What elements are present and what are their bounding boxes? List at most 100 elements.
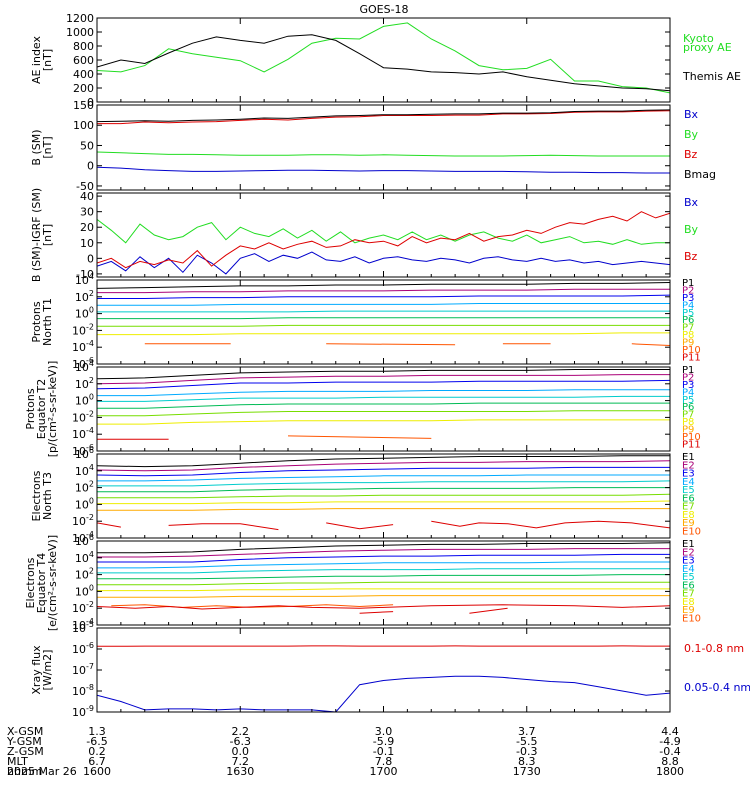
pe-segment-1: [287, 435, 432, 439]
bsm-ylabel: [nT]: [41, 136, 54, 158]
pe-ytick-label: 102: [75, 376, 94, 391]
bigrf-ytick-label: -10: [76, 268, 94, 281]
legend-bx: Bx: [684, 108, 699, 121]
ephem-value: 7.2: [232, 755, 250, 768]
legend-e5: E5: [682, 572, 695, 583]
en-segment-3: [431, 520, 670, 529]
bigrf-ylabel: [nT]: [41, 224, 54, 246]
pe-ytick-label: 100: [75, 393, 94, 408]
bsm-legend: Bx By Bz Bmag: [684, 108, 716, 181]
en-series-e9: [97, 508, 670, 511]
ee-ytick-label: 10-2: [72, 600, 94, 615]
legend-e9: E9: [682, 518, 695, 529]
legend-p4: P4: [682, 300, 694, 311]
en-ytick-label: 100: [75, 496, 94, 511]
legend-e3: E3: [682, 469, 695, 480]
legend-e1: E1: [682, 539, 695, 550]
legend-p5: P5: [682, 395, 694, 406]
ee-ytick-label: 106: [75, 533, 94, 548]
pn-series-p4: [97, 303, 670, 306]
legend-p10: P10: [682, 345, 701, 356]
legend-bx: Bx: [684, 196, 699, 209]
legend-p1: P1: [682, 365, 694, 376]
ee-series-e7: [97, 581, 670, 586]
ee-segment-1: [97, 604, 670, 610]
pn-series-p8: [97, 332, 670, 336]
legend-e10: E10: [682, 613, 701, 624]
bsm-series-bz: [97, 110, 670, 125]
chart-title: GOES-18: [359, 3, 408, 16]
ephem-value: 1600: [83, 765, 111, 778]
en-segment-2: [326, 522, 394, 530]
ee-segment-2: [359, 611, 394, 614]
ee-ylabel: Equator T4: [35, 553, 48, 613]
ephem-value: 3.7: [518, 725, 536, 738]
ae-frame: [96, 17, 671, 103]
pe-ytick-label: 104: [75, 359, 94, 374]
pe-ylabel: [p/(cm²-s-sr-keV)]: [46, 361, 59, 458]
legend-p1: P1: [682, 278, 694, 289]
ephem-value: -0.1: [373, 745, 394, 758]
legend-bmag: Bmag: [684, 168, 716, 181]
ephem-value: 6.7: [88, 755, 106, 768]
ephem-value: 1700: [370, 765, 398, 778]
legend-by: By: [684, 223, 699, 236]
pe-series-p8: [97, 419, 670, 425]
pe-ytick-label: 10-2: [72, 409, 94, 424]
legend-e1: E1: [682, 452, 695, 463]
ephem-value: -5.9: [373, 735, 394, 748]
pn-segment-1: [326, 343, 456, 346]
pn-ytick-label: 10-4: [72, 339, 94, 354]
legend-e2: E2: [682, 547, 695, 558]
bsm-ylabel: B (SM): [30, 129, 43, 165]
legend-p2: P2: [682, 372, 694, 383]
ephem-value: 1630: [226, 765, 254, 778]
legend-e9: E9: [682, 605, 695, 616]
ee-ytick-label: 102: [75, 567, 94, 582]
pe-series-p2: [97, 374, 670, 385]
xray-legend: 0.1-0.8 nm 0.05-0.4 nm: [684, 642, 750, 694]
legend-e5: E5: [682, 485, 695, 496]
ephem-value: -4.9: [659, 735, 680, 748]
legend-proxy-ae: proxy AE: [683, 41, 732, 54]
legend-p9: P9: [682, 338, 694, 349]
bsm-ytick-label: 150: [73, 99, 94, 112]
legend-p7: P7: [682, 410, 694, 421]
legend-themis-ae: Themis AE: [682, 70, 741, 83]
en-ytick-label: 10-2: [72, 513, 94, 528]
legend-kyoto: Kyoto: [683, 32, 714, 45]
ephem-label-x-gsm: X-GSM: [7, 725, 43, 738]
pe-series-p4: [97, 389, 670, 397]
ae-ytick-label: 600: [73, 54, 94, 67]
xray-ytick-label: 10-5: [72, 620, 94, 635]
pn-ytick-label: 10-2: [72, 322, 94, 337]
legend-p11: P11: [682, 352, 701, 363]
xray-series-0-05-0-4-nm: [97, 675, 670, 712]
ee-ylabel: Electrons: [24, 557, 37, 608]
bsm-frame: [96, 104, 671, 191]
legend-bz: Bz: [684, 148, 698, 161]
legend-e10: E10: [682, 526, 701, 537]
legend-p4: P4: [682, 387, 694, 398]
legend-xray-0: 0.1-0.8 nm: [684, 642, 744, 655]
ephem-value: 0.2: [88, 745, 106, 758]
ae-ytick-label: 800: [73, 40, 94, 53]
xray-ytick-label: 10-9: [72, 704, 94, 719]
xray-ytick-label: 10-6: [72, 641, 94, 656]
ephem-value: 8.8: [661, 755, 679, 768]
ae-ytick-label: 200: [73, 82, 94, 95]
pn-segment-3: [631, 343, 670, 346]
ephem-label-z-gsm: Z-GSM: [7, 745, 44, 758]
xray-ytick-label: 10-7: [72, 662, 94, 677]
pn-data: [97, 282, 670, 346]
xray-data: [97, 645, 670, 712]
ee-ylabel: [e/(cm²-s-sr-keV)]: [46, 535, 59, 631]
ae-ytick-label: 1000: [66, 26, 94, 39]
ae-series-kyoto-proxy-ae: [97, 22, 670, 94]
bigrf-ytick-label: 10: [80, 237, 94, 250]
